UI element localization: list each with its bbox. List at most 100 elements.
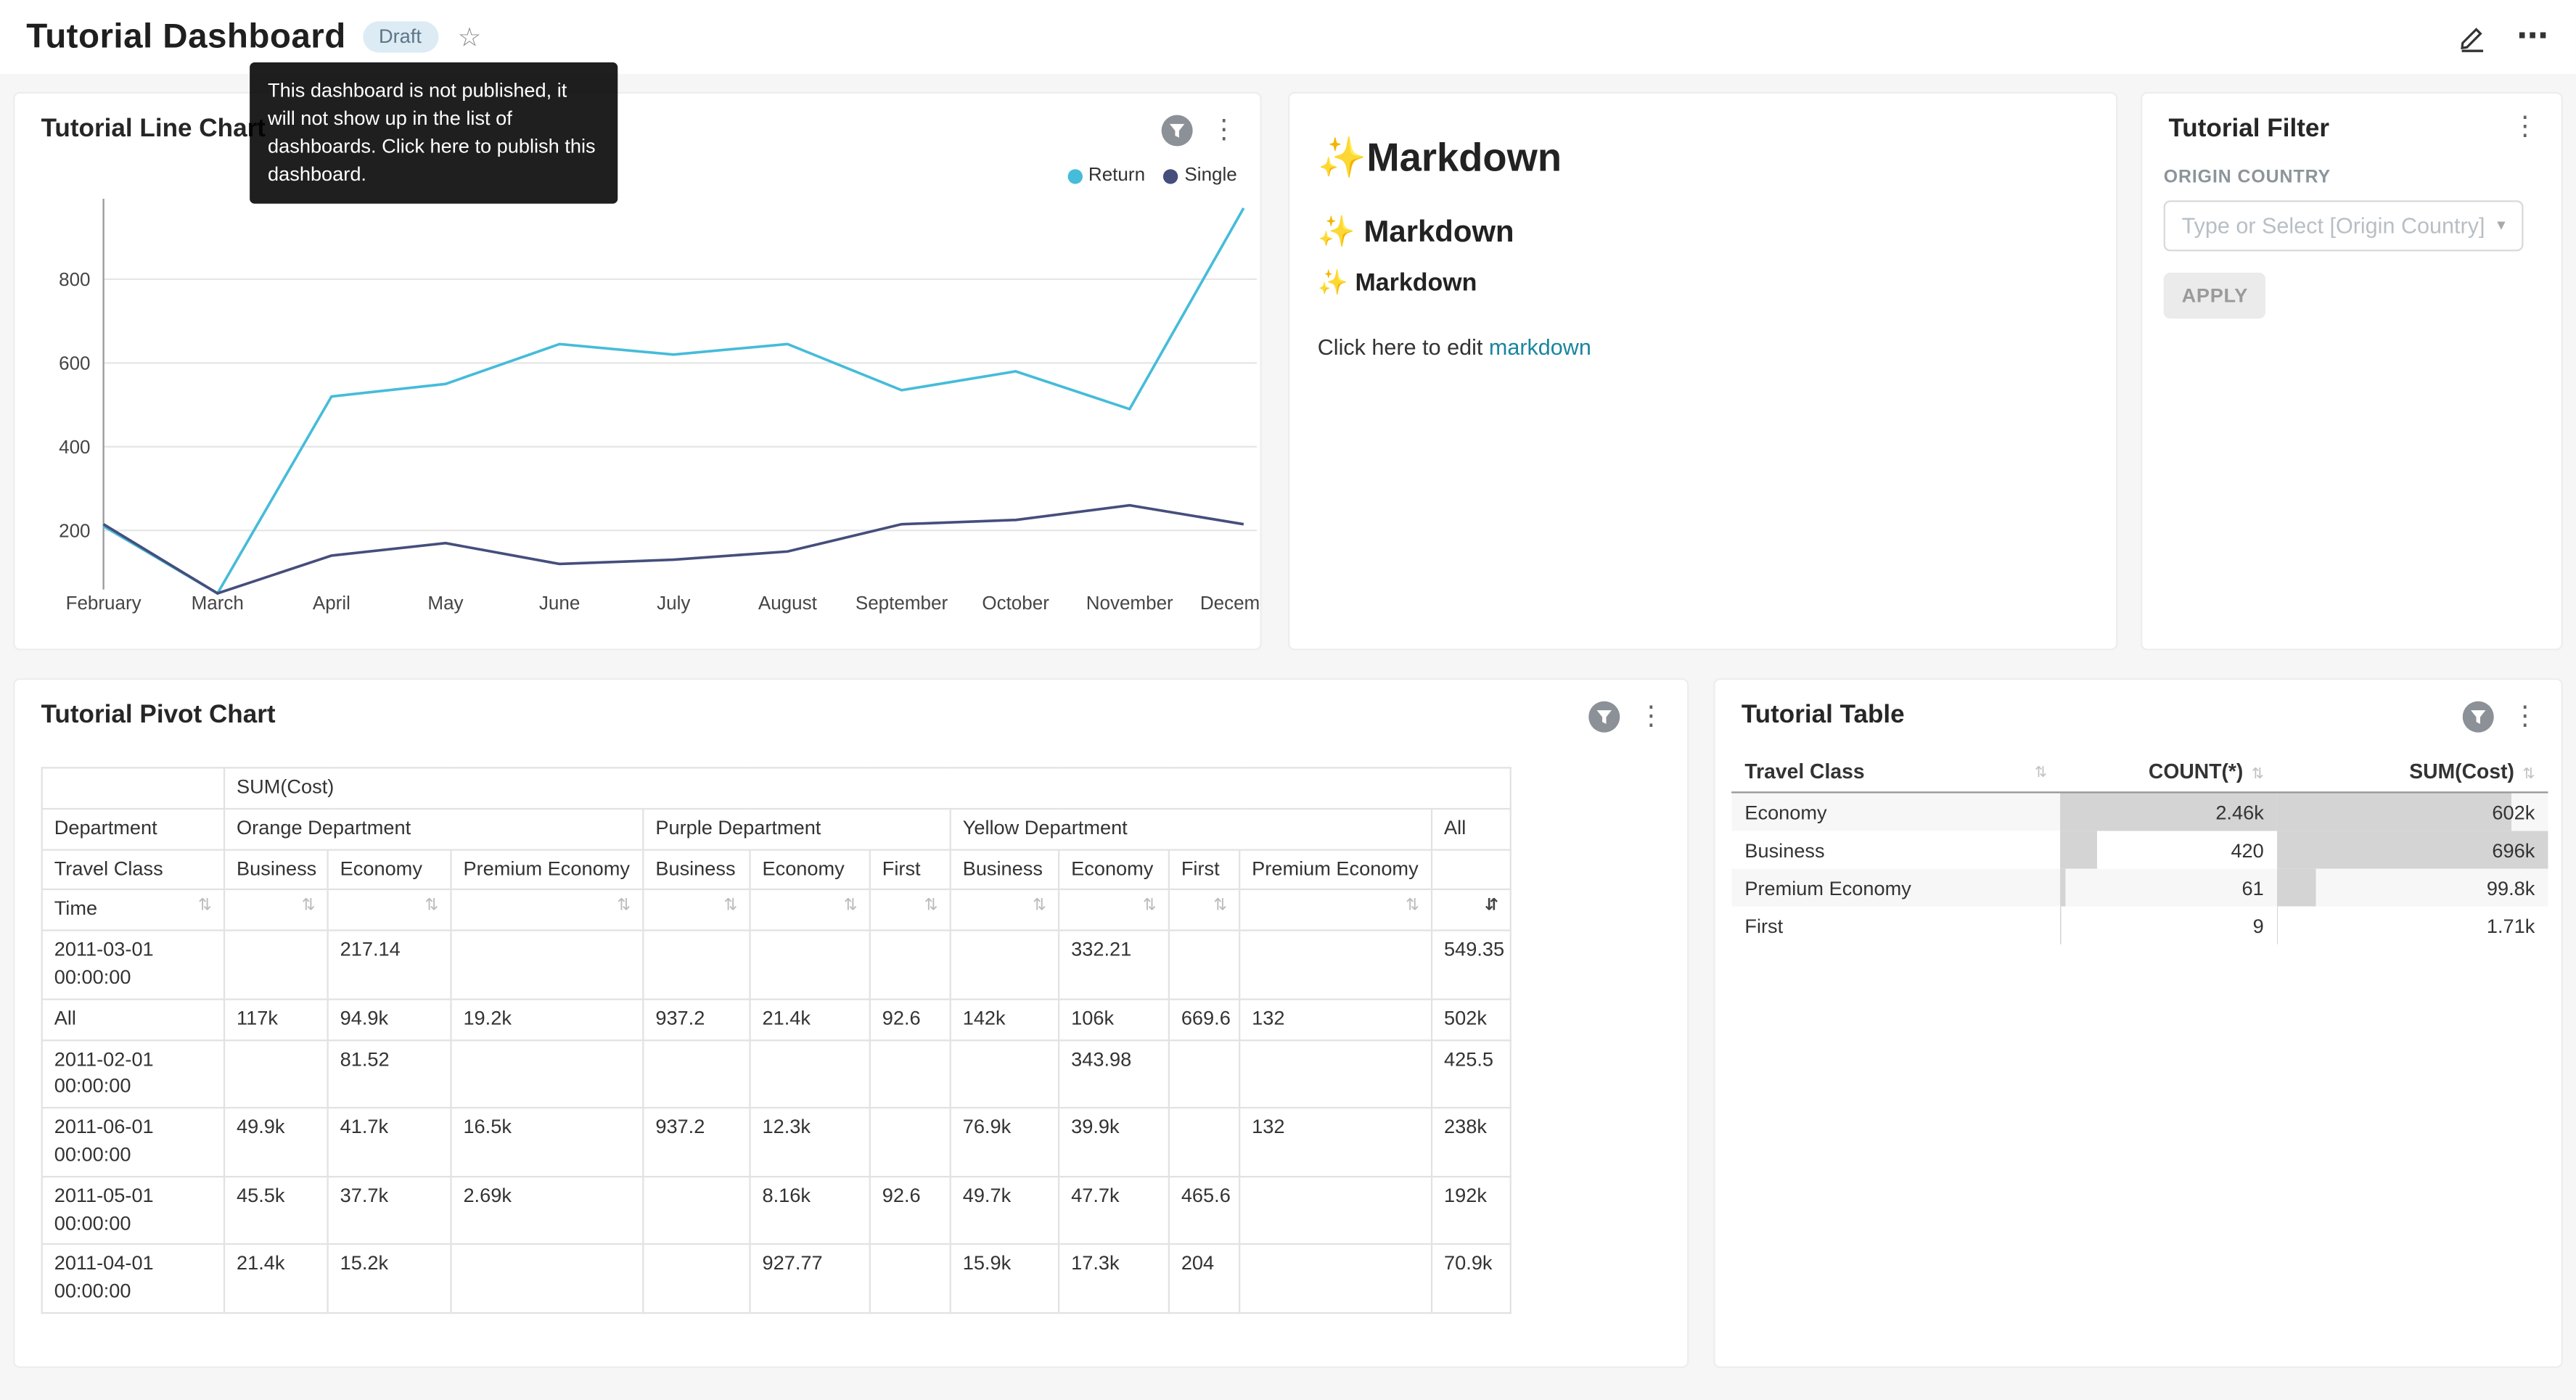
sort-descending-icon[interactable]: ⇵ <box>1484 897 1498 915</box>
pivot-value-cell <box>1168 1107 1241 1177</box>
pivot-value-cell: 92.6 <box>869 998 951 1041</box>
line-chart[interactable]: 200 400 600 800 February March April May June Jul… <box>15 176 1261 643</box>
pivot-value-cell <box>450 1243 644 1314</box>
pivot-class-header: Economy <box>1058 848 1170 891</box>
pivot-row: 2011-05-01 00:00:00 45.5k 37.7k 2.69k 8.16k 9… <box>41 1175 1512 1245</box>
travel-class-cell: Economy <box>1744 800 1827 824</box>
pivot-value-cell <box>749 929 871 1000</box>
pivot-time-header: ⇅ Time <box>41 889 226 932</box>
pivot-value-cell: 238k <box>1430 1107 1512 1177</box>
travel-class-cell: Premium Economy <box>1744 876 1911 899</box>
pivot-class-header: Business <box>642 848 751 891</box>
pivot-value-cell: 49.9k <box>223 1107 329 1177</box>
pivot-measure-header: SUM(Cost) <box>223 767 1512 810</box>
sort-icon: ⇅ <box>2522 765 2535 782</box>
legend-dot <box>1162 168 1178 184</box>
table-header-row: Travel Class ⇅ COUNT(*) ⇅ SUM(Cost) ⇅ <box>1731 755 2548 794</box>
pivot-value-cell: 927.77 <box>749 1243 871 1314</box>
pivot-value-cell <box>1239 1039 1433 1109</box>
filter-card: Tutorial Filter ⋮ ORIGIN COUNTRY Type or… <box>2140 91 2563 651</box>
sort-icon[interactable]: ⇅ <box>723 897 738 915</box>
table-col-header[interactable]: COUNT(*) ⇅ <box>2060 755 2277 794</box>
pivot-value-cell: 17.3k <box>1058 1243 1170 1314</box>
pivot-group-header: Yellow Department <box>949 807 1433 850</box>
table-row[interactable]: Premium Economy 61 99.8k <box>1731 868 2548 907</box>
pivot-value-cell <box>1168 929 1241 1000</box>
sum-cell: 696k <box>2276 831 2548 869</box>
origin-country-select[interactable]: Type or Select [Origin Country] ▾ <box>2163 200 2524 252</box>
filter-indicator-icon[interactable] <box>2462 701 2494 733</box>
pivot-value-cell <box>1168 1039 1241 1109</box>
pivot-sort-cell: ⇅ <box>1168 889 1241 932</box>
pivot-row-label: All <box>41 998 226 1041</box>
markdown-h2: ✨ Markdown <box>1317 213 1514 248</box>
pivot-row-label: 2011-03-01 00:00:00 <box>41 929 226 1000</box>
sort-icon[interactable]: ⇅ <box>301 897 316 915</box>
table-col-header[interactable]: Travel Class ⇅ <box>1731 755 2061 794</box>
count-cell: 2.46k <box>2060 792 2277 831</box>
legend-label: Return <box>1088 165 1146 186</box>
pivot-class-row: Travel Class Business Economy Premium Econo… <box>41 848 1512 891</box>
markdown-h3: ✨ Markdown <box>1317 269 1477 297</box>
pivot-class-header: Premium Economy <box>450 848 644 891</box>
pivot-value-cell <box>869 1039 951 1109</box>
x-tick-label: October <box>982 592 1049 614</box>
x-tick-label: November <box>1086 592 1173 614</box>
table-row[interactable]: Business 420 696k <box>1731 831 2548 869</box>
kebab-menu-icon[interactable]: ⋮ <box>2511 701 2538 730</box>
count-cell: 61 <box>2060 868 2277 907</box>
favorite-star-icon[interactable]: ☆ <box>457 23 482 52</box>
pivot-value-cell: 132 <box>1239 998 1433 1041</box>
ellipsis-menu-icon[interactable]: ⋯ <box>2516 20 2550 54</box>
pivot-row: 2011-06-01 00:00:00 49.9k 41.7k 16.5k 937.2 1… <box>41 1107 1512 1177</box>
pivot-value-cell: 204 <box>1168 1243 1241 1314</box>
line-chart-card: Tutorial Line Chart ⋮ Return Single 200 40… <box>13 91 1262 651</box>
pivot-department-row: Department Orange Department Purple Depart… <box>41 807 1512 850</box>
series-line-return <box>102 207 1245 596</box>
markdown-link[interactable]: markdown <box>1488 334 1591 360</box>
pivot-value-cell <box>1239 1175 1433 1245</box>
sort-icon[interactable]: ⇅ <box>1142 897 1157 915</box>
table-card-title: Tutorial Table <box>1741 701 1905 730</box>
sort-icon[interactable]: ⇅ <box>198 897 213 915</box>
markdown-card[interactable]: ✨Markdown ✨ Markdown ✨ Markdown Click he… <box>1287 91 2118 651</box>
page-title: Tutorial Dashboard <box>26 17 346 55</box>
table-col-header[interactable]: SUM(Cost) ⇅ <box>2276 755 2548 794</box>
sum-cell: 99.8k <box>2276 868 2548 907</box>
pivot-value-cell: 465.6 <box>1168 1175 1241 1245</box>
sort-icon[interactable]: ⇅ <box>617 897 631 915</box>
pivot-value-cell: 8.16k <box>749 1175 871 1245</box>
sort-icon[interactable]: ⇅ <box>1213 897 1228 915</box>
kebab-menu-icon[interactable]: ⋮ <box>2511 113 2538 141</box>
table-row[interactable]: First 9 1.71k <box>1731 906 2548 944</box>
table-row[interactable]: Economy 2.46k 602k <box>1731 792 2548 831</box>
sort-icon[interactable]: ⇅ <box>1033 897 1047 915</box>
sort-icon[interactable]: ⇅ <box>924 897 938 915</box>
kebab-menu-icon[interactable]: ⋮ <box>1210 115 1237 144</box>
pivot-sort-cell: ⇅ <box>869 889 951 932</box>
legend-item-return[interactable]: Return <box>1067 166 1145 186</box>
sort-icon[interactable]: ⇅ <box>424 897 439 915</box>
pivot-value-cell: 192k <box>1430 1175 1512 1245</box>
pivot-value-cell <box>949 929 1060 1000</box>
edit-pencil-icon[interactable] <box>2458 22 2487 52</box>
pivot-sort-cell: ⇅ <box>327 889 452 932</box>
pivot-class-header: Premium Economy <box>1239 848 1433 891</box>
pivot-value-cell: 47.7k <box>1058 1175 1170 1245</box>
draft-badge[interactable]: Draft <box>362 21 438 53</box>
pivot-value-cell: 106k <box>1058 998 1170 1041</box>
filter-indicator-icon[interactable] <box>1588 701 1620 733</box>
filter-indicator-icon[interactable] <box>1161 115 1193 147</box>
pivot-value-cell <box>642 1175 751 1245</box>
y-tick-label: 200 <box>59 519 90 541</box>
pivot-class-header <box>1430 848 1512 891</box>
apply-button[interactable]: APPLY <box>2163 272 2266 319</box>
sort-icon[interactable]: ⇅ <box>1406 897 1420 915</box>
sort-icon[interactable]: ⇅ <box>843 897 858 915</box>
unpublished-tooltip[interactable]: This dashboard is not published, it will… <box>250 62 618 205</box>
legend-item-single[interactable]: Single <box>1162 166 1237 186</box>
kebab-menu-icon[interactable]: ⋮ <box>1638 701 1665 730</box>
filter-card-title: Tutorial Filter <box>2168 115 2330 143</box>
pivot-value-cell: 502k <box>1430 998 1512 1041</box>
time-label: Time <box>54 897 98 921</box>
